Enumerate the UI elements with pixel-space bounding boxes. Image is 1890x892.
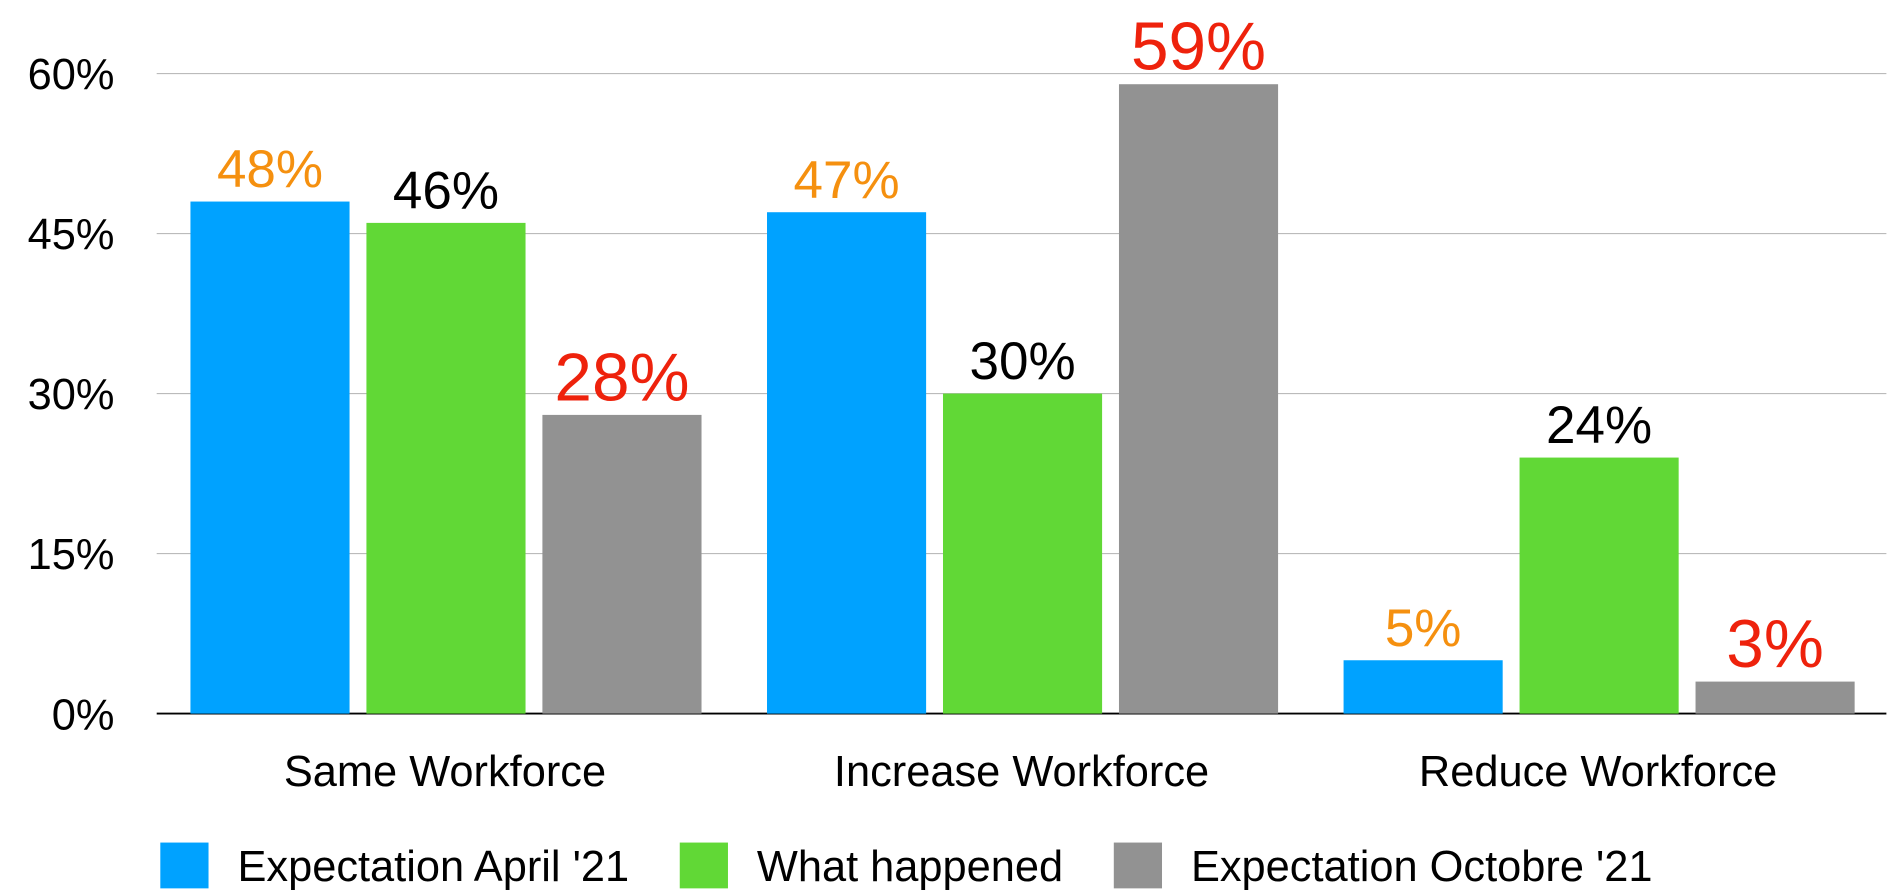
bar [1118,84,1279,714]
bar [767,212,927,714]
x-tick-label: Increase Workforce [834,748,1209,796]
bar [1519,457,1679,714]
y-tick-label: 15% [28,531,115,579]
value-label: 3% [1726,607,1824,682]
bar [1695,681,1855,714]
value-label: 47% [794,151,900,210]
y-tick-label: 0% [52,691,115,739]
x-tick-label: Reduce Workforce [1419,748,1777,796]
bar [366,222,526,714]
legend-label: Expectation Octobre '21 [1191,843,1653,891]
legend-swatch [679,842,728,889]
bar [942,393,1103,714]
value-label: 30% [969,332,1075,391]
legend-swatch [1113,842,1163,889]
bar [542,414,702,714]
bar [1343,660,1503,714]
value-label: 59% [1131,10,1266,85]
value-label: 5% [1385,599,1462,658]
y-tick-label: 60% [28,51,115,99]
bar [190,201,350,714]
y-tick-label: 45% [28,211,115,259]
value-label: 28% [554,340,689,415]
legend-label: Expectation April '21 [237,843,629,891]
x-tick-label: Same Workforce [284,748,606,796]
y-tick-label: 30% [28,371,115,419]
legend-swatch [160,842,209,889]
legend-label: What happened [757,843,1063,891]
value-label: 46% [393,161,499,220]
value-label: 24% [1546,396,1652,455]
value-label: 48% [217,140,323,199]
